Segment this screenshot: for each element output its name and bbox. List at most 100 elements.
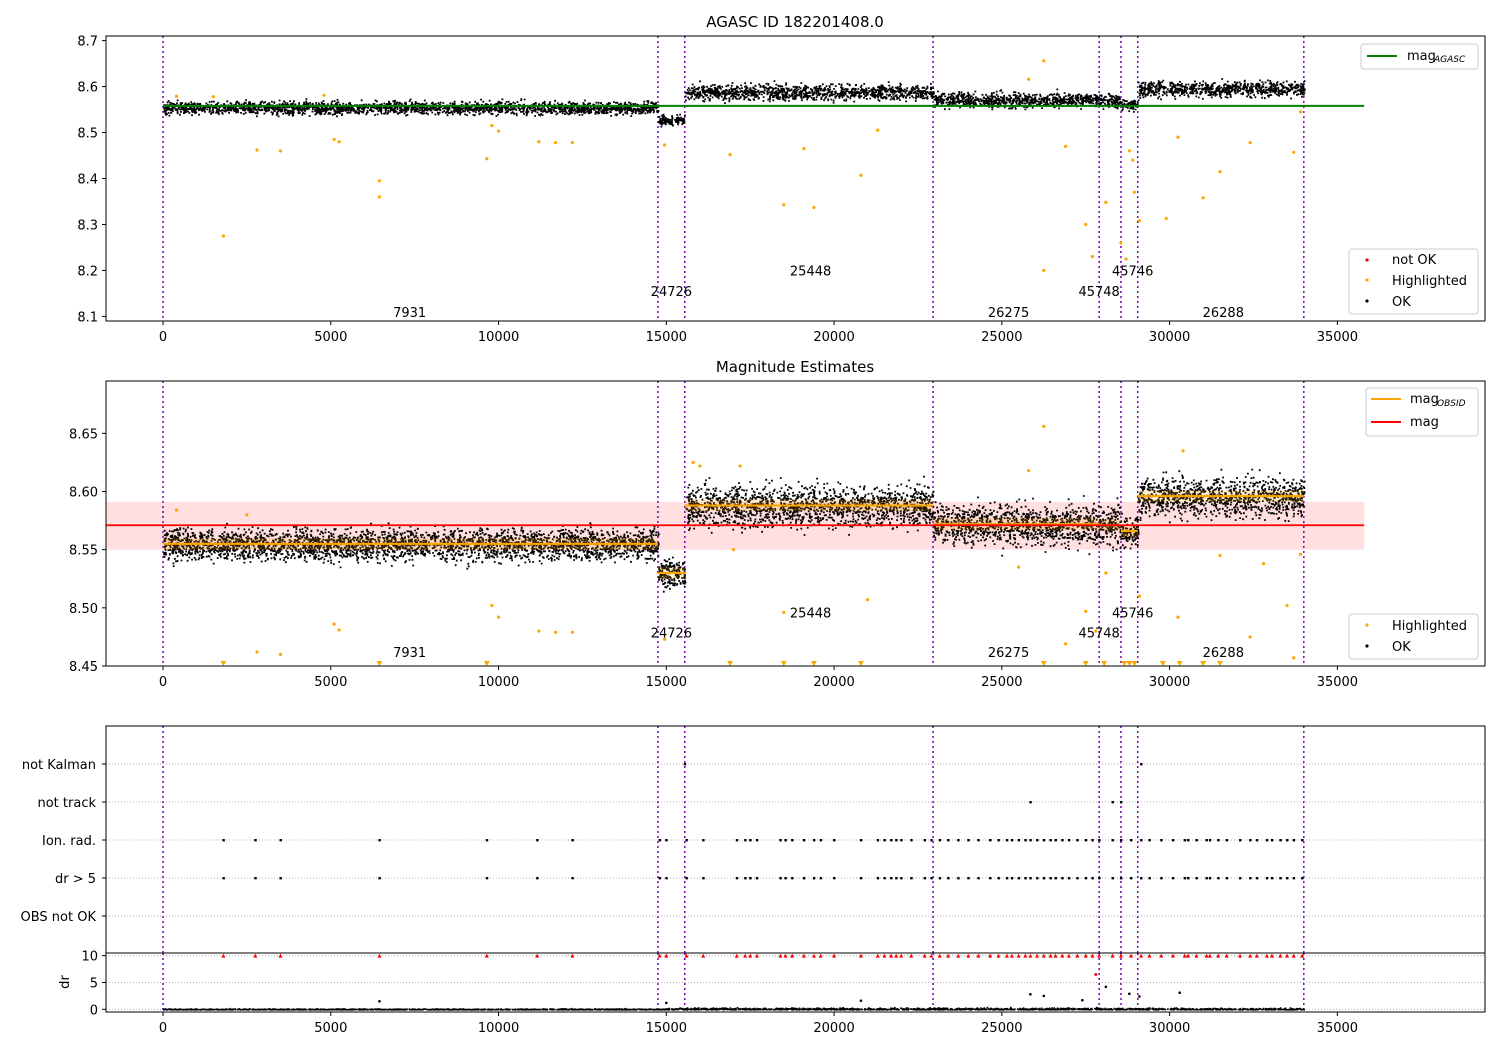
dr-gt-5-flag-point xyxy=(685,877,688,880)
highlighted-point xyxy=(859,173,863,177)
legend-label: mag xyxy=(1410,392,1439,407)
obsid-label: 45748 xyxy=(1078,285,1119,300)
dr-clipped-marker xyxy=(1041,953,1046,958)
highlighted-point xyxy=(570,630,574,634)
dr-gt-5-flag-point xyxy=(702,877,705,880)
highlighted-point xyxy=(663,637,667,641)
legend-label: mag xyxy=(1407,49,1436,64)
dr-gt-5-flag-point xyxy=(947,877,950,880)
highlighted-point xyxy=(866,598,870,602)
dr-gt-5-flag-point xyxy=(1024,877,1027,880)
ion-rad-flag-point xyxy=(1061,839,1064,842)
dr-clipped-marker xyxy=(1291,953,1296,958)
obsid-label: 24726 xyxy=(651,626,692,641)
obsid-label: 45748 xyxy=(1078,626,1119,641)
dr-gt-5-flag-point xyxy=(791,877,794,880)
y-tick-label: 8.4 xyxy=(77,173,98,188)
ion-rad-flag-point xyxy=(989,839,992,842)
dr-gt-5-flag-point xyxy=(1005,877,1009,880)
dr-clipped-marker xyxy=(1110,953,1115,958)
dr-clipped-marker xyxy=(1053,953,1058,958)
legend-subscript: OBSID xyxy=(1437,399,1466,409)
dr-clipped-marker xyxy=(1269,953,1274,958)
dr-clipped-marker xyxy=(899,953,904,958)
x-tick-label: 20000 xyxy=(813,675,854,690)
ion-rad-flag-point xyxy=(1187,839,1190,842)
dr-outlier-point xyxy=(1138,995,1141,998)
dr-gt-5-flag-point xyxy=(1042,877,1046,880)
legend-top: mag AGASC xyxy=(1360,43,1479,70)
dr-panel: 0 5000 10000 15000 20000 25000 30000 350000510 … xyxy=(58,950,1486,1036)
dr-clipped-marker xyxy=(1278,953,1283,958)
highlighted-point xyxy=(1176,135,1180,139)
highlighted-point xyxy=(221,234,226,238)
x-tick-label: 10000 xyxy=(478,675,519,690)
dr-clipped-marker xyxy=(832,953,837,958)
ion-rad-flag-point xyxy=(749,839,752,842)
highlighted-point xyxy=(1181,449,1185,453)
ion-rad-flag-point xyxy=(1076,839,1079,842)
dr-clipped-marker xyxy=(882,953,887,958)
ion-rad-flag-point xyxy=(1029,839,1032,842)
ion-rad-flag-point xyxy=(1279,839,1282,842)
dr-clipped-marker xyxy=(894,953,899,958)
dr-gt-5-flag-point xyxy=(923,877,927,880)
dr-gt-5-flag-point xyxy=(1119,877,1123,880)
highlighted-point xyxy=(570,141,574,145)
ion-rad-flag-point xyxy=(1036,839,1039,842)
ion-rad-flag-point xyxy=(378,839,381,842)
panel-title: Magnitude Estimates xyxy=(716,358,874,376)
dr-clipped-marker xyxy=(657,953,662,958)
dr-clipped-marker xyxy=(988,953,993,958)
dr-gt-5-flag-point xyxy=(833,877,836,880)
dr-clipped-marker xyxy=(875,953,880,958)
ion-rad-flag-point xyxy=(1205,839,1208,842)
ion-rad-flag-point xyxy=(1024,839,1027,842)
ion-rad-flag-point xyxy=(279,839,282,842)
dr-outlier-point xyxy=(1042,994,1046,998)
legend-label: Highlighted xyxy=(1392,274,1467,289)
dr-gt-5-flag-point xyxy=(254,877,257,880)
highlighted-point xyxy=(337,140,341,144)
dr-gt-5-flag-point xyxy=(1054,877,1057,880)
dr-clipped-marker xyxy=(1083,953,1088,958)
dr-clipped-marker xyxy=(221,953,226,958)
dr-clipped-marker xyxy=(929,953,934,958)
highlighted-point xyxy=(1027,468,1031,473)
not-track-flag-point xyxy=(1029,801,1032,804)
dr-clipped-marker xyxy=(1066,953,1071,958)
dr-gt-5-flag-point xyxy=(910,877,913,880)
dr-clipped-marker xyxy=(1147,953,1152,958)
dr-gt-5-flag-point xyxy=(1208,877,1212,880)
x-tick-label: 15000 xyxy=(646,330,687,345)
x-tick-label: 5000 xyxy=(314,1021,347,1036)
highlighted-point xyxy=(728,152,732,157)
obsid-label: 45746 xyxy=(1112,606,1153,621)
highlighted-below-range-marker xyxy=(1216,661,1223,666)
highlighted-point xyxy=(278,149,283,153)
y-tick-label: 8.50 xyxy=(69,602,98,617)
ion-rad-flag-point xyxy=(977,839,980,842)
dr-gt-5-flag-point xyxy=(1265,877,1269,880)
ion-rad-flag-point xyxy=(665,839,668,842)
highlighted-point xyxy=(1084,222,1088,227)
y-tick-label: 8.55 xyxy=(69,544,98,559)
dr-gt-5-flag-point xyxy=(1249,877,1252,880)
ion-rad-flag-point xyxy=(938,839,942,842)
dr-gt-5-flag-point xyxy=(1010,877,1014,880)
ion-rad-flag-point xyxy=(702,839,705,842)
dr-clipped-marker xyxy=(1048,953,1053,958)
obsid-label: 26288 xyxy=(1203,646,1244,661)
highlighted-point xyxy=(1104,571,1108,575)
dr-gt-5-flag-point xyxy=(1183,877,1187,880)
ion-rad-flag-point xyxy=(1239,839,1242,842)
dr-gt-5-flag-point xyxy=(755,877,759,880)
dr-gt-5-flag-point xyxy=(1225,877,1229,880)
not-track-flag-point xyxy=(1111,801,1114,804)
dr-clipped-marker xyxy=(1075,953,1080,958)
dr-clipped-marker xyxy=(1023,953,1028,958)
dr-outlier-point xyxy=(1128,992,1131,996)
highlighted-point xyxy=(1292,656,1296,660)
dr-outlier-point xyxy=(1104,985,1108,989)
ion-rad-flag-point xyxy=(895,839,898,842)
